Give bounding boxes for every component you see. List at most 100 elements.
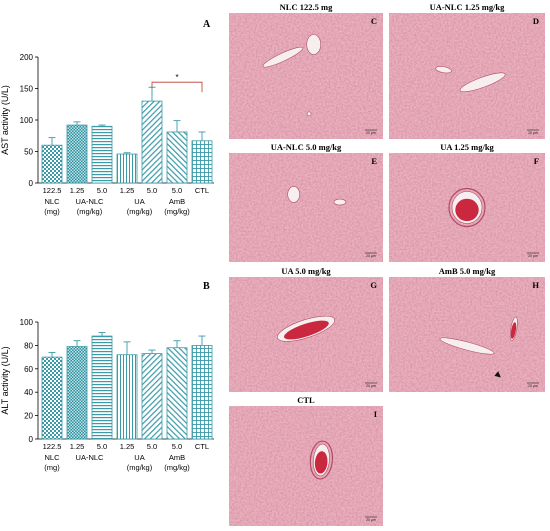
category-label: 1.25	[70, 186, 85, 195]
group-label: UA	[134, 197, 144, 206]
group-unit-label: (mg/kg)	[77, 207, 103, 216]
micrograph-title: AmB 5.0 mg/kg	[439, 266, 496, 276]
vessel-lumen	[439, 337, 495, 355]
micrograph-title: UA 1.25 mg/kg	[440, 142, 494, 152]
vessel-lumen	[287, 186, 300, 203]
bar	[191, 140, 213, 184]
micrograph: UA 5.0 mg/kg G 20 μm	[229, 266, 383, 392]
group-label: UA	[134, 453, 144, 462]
micrograph: NLC 122.5 mg C 20 μm	[229, 2, 383, 139]
bar	[91, 335, 113, 440]
category-label: 1.25	[120, 442, 135, 451]
bar	[191, 344, 213, 440]
micrograph: AmB 5.0 mg/kg H 20 μm	[389, 266, 545, 392]
vessel-blood	[510, 322, 517, 339]
y-tick-label: 20	[24, 412, 33, 421]
chart-alt: 0 20 40 60 80 100 ALT activity (U/L) 122.5 1.25 5…	[0, 318, 214, 472]
micrograph-letter: E	[371, 156, 377, 166]
micrograph: CTL I 20 μm	[229, 395, 383, 526]
scale-bar-label: 20 μm	[366, 254, 376, 258]
group-unit-label: (mg/kg)	[127, 207, 153, 216]
y-tick-label: 50	[24, 148, 33, 157]
category-label: 122.5	[43, 186, 62, 195]
vessel-blood	[455, 198, 479, 222]
category-label: CTL	[195, 442, 209, 451]
group-unit-label: (mg)	[44, 463, 60, 472]
vessel-blood	[314, 451, 328, 474]
bar	[66, 346, 88, 440]
vessel-lumen	[262, 46, 304, 68]
category-label: 5.0	[172, 186, 182, 195]
micrograph-letter: G	[370, 280, 377, 290]
micrograph-title: UA-NLC 1.25 mg/kg	[430, 2, 506, 12]
y-tick-label: 0	[29, 435, 34, 444]
bar	[91, 125, 113, 184]
y-axis-title: ALT activity (U/L)	[0, 346, 10, 414]
bar	[166, 347, 188, 440]
micrograph-title: UA 5.0 mg/kg	[281, 266, 331, 276]
panel-letter-b: B	[203, 281, 210, 292]
category-label: CTL	[195, 186, 209, 195]
micrograph-title: CTL	[297, 395, 315, 405]
bar	[41, 144, 63, 184]
vessel-lumen	[459, 72, 506, 93]
group-label: AmB	[169, 453, 185, 462]
y-tick-label: 100	[20, 318, 34, 327]
panel-letter-a: A	[203, 19, 211, 30]
vessel-lumen	[333, 198, 347, 206]
chart-ast: 0 50 100 150 200 AST activity (U/L) 122.5 1.25 5…	[0, 53, 214, 216]
scale-bar-label: 20 μm	[528, 384, 538, 388]
micrograph-title: NLC 122.5 mg	[280, 2, 333, 12]
vessel-blood	[284, 320, 329, 340]
micrograph: UA 1.25 mg/kg F 20 μm	[389, 142, 545, 262]
group-unit-label: (mg/kg)	[164, 207, 190, 216]
category-label: 5.0	[172, 442, 182, 451]
y-tick-label: 100	[20, 116, 34, 125]
tissue-texture	[229, 13, 383, 139]
micrograph-letter: F	[534, 156, 539, 166]
micrograph-letter: C	[371, 16, 377, 26]
significance-marker: *	[175, 73, 178, 82]
significance-bracket	[151, 81, 203, 93]
vessel-wall	[309, 440, 334, 480]
micrograph-grid: NLC 122.5 mg C 20 μm UA-NLC 1.25 mg/kg D 20 μ…	[229, 2, 545, 526]
bar	[66, 124, 88, 184]
y-tick-label: 150	[20, 85, 34, 94]
vessel-lumen	[306, 111, 312, 117]
group-label: NLC	[44, 197, 60, 206]
y-tick-label: 200	[20, 53, 34, 62]
tissue-texture	[229, 153, 383, 262]
arrowhead-marker	[494, 371, 501, 378]
group-unit-label: (mg)	[44, 207, 60, 216]
tissue-texture	[389, 13, 545, 139]
bar	[116, 354, 138, 440]
scale-bar-label: 20 μm	[528, 131, 538, 135]
category-label: 1.25	[70, 442, 85, 451]
bar	[116, 153, 138, 184]
bar	[166, 131, 188, 184]
group-label: UA-NLC	[76, 197, 105, 206]
group-label: NLC	[44, 453, 60, 462]
bar	[141, 353, 163, 440]
group-label: UA-NLC	[76, 453, 105, 462]
group-unit-label: (mg/kg)	[127, 463, 153, 472]
micrograph-letter: H	[532, 280, 539, 290]
category-label: 5.0	[97, 442, 107, 451]
group-unit-label: (mg/kg)	[164, 463, 190, 472]
scale-bar-label: 20 μm	[528, 254, 538, 258]
micrograph-letter: I	[374, 409, 378, 419]
y-tick-label: 60	[24, 365, 33, 374]
y-tick-label: 80	[24, 341, 33, 350]
y-axis-title: AST activity (U/L)	[0, 85, 10, 155]
scale-bar-label: 20 μm	[366, 384, 376, 388]
micrograph-title: UA-NLC 5.0 mg/kg	[271, 142, 342, 152]
category-label: 122.5	[43, 442, 62, 451]
vessel-wall	[448, 187, 486, 228]
category-label: 5.0	[147, 442, 157, 451]
category-label: 5.0	[147, 186, 157, 195]
micrograph: UA-NLC 5.0 mg/kg E 20 μm	[229, 142, 383, 262]
y-tick-label: 0	[29, 179, 34, 188]
micrograph-letter: D	[533, 16, 539, 26]
scale-bar-label: 20 μm	[366, 518, 376, 522]
y-tick-label: 40	[24, 388, 33, 397]
